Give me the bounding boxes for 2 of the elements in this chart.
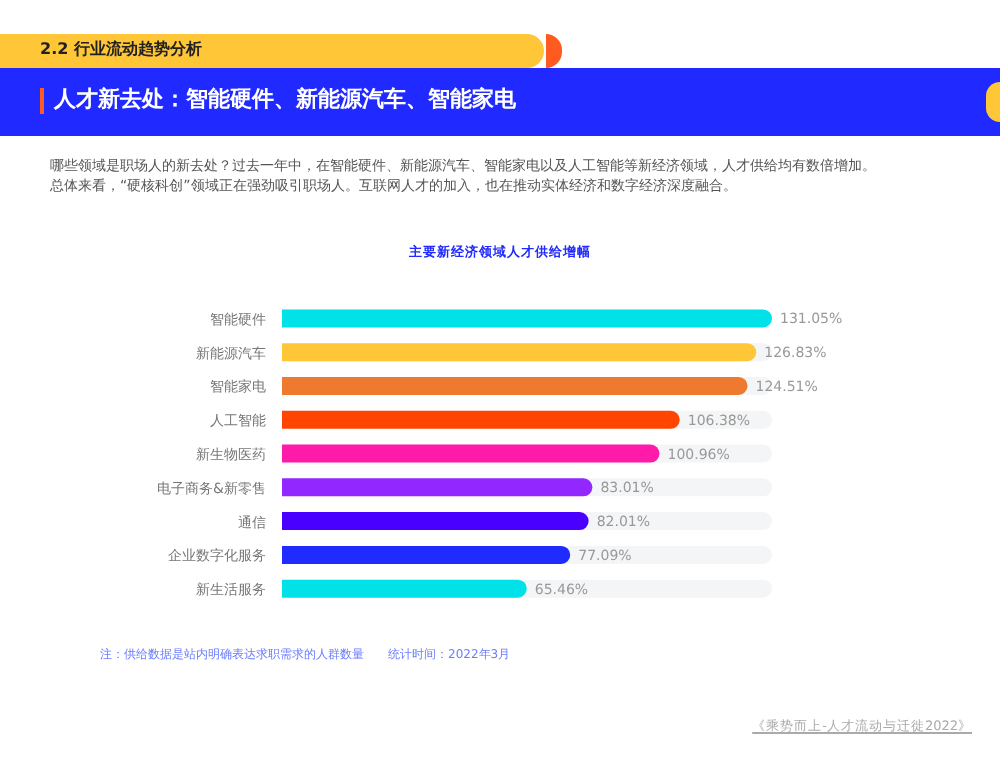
text: 人才新去处：智能硬件、新能源汽车、智能家电 bbox=[54, 84, 516, 116]
text: 2.2 行业流动趋势分析 bbox=[40, 38, 202, 62]
